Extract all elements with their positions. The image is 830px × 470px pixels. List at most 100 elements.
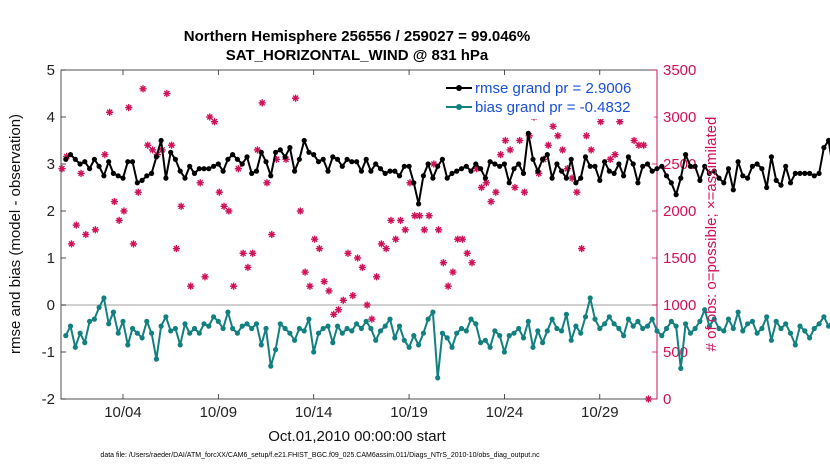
bias-data-point (158, 323, 164, 329)
bias-data-point (334, 323, 341, 329)
rmse-data-point (754, 161, 760, 167)
obs-count-point (129, 240, 138, 248)
obs-count-stroke (254, 146, 261, 153)
obs-count-stroke (440, 259, 447, 266)
obs-count-stroke (578, 245, 585, 252)
bias-data-point (797, 323, 803, 329)
rmse-data-point (582, 154, 589, 160)
obs-count-point (168, 141, 176, 149)
obs-count-stroke (197, 179, 204, 186)
obs-count-stroke (573, 189, 580, 196)
rmse-data-point (430, 175, 436, 181)
obs-count-point (582, 132, 591, 140)
obs-count-point (144, 141, 152, 149)
bias-data-point (301, 328, 307, 334)
bias-data-point (492, 328, 498, 334)
bias-data-point (396, 323, 403, 329)
obs-count-point (106, 108, 114, 116)
bias-data-point (287, 330, 293, 336)
rmse-data-point (478, 166, 484, 172)
rmse-data-point (811, 173, 817, 179)
obs-count-point (382, 245, 390, 253)
obs-count-point (506, 146, 514, 154)
bias-data-point (239, 323, 245, 329)
bias-data-point (635, 318, 641, 324)
obs-count-point (187, 282, 195, 290)
obs-count-stroke (106, 109, 113, 116)
y-right-tick-label: 500 (663, 344, 688, 361)
rmse-data-point (287, 145, 293, 151)
bias-data-point (168, 328, 174, 334)
rmse-data-point (549, 175, 555, 181)
x-tick-label: 10/29 (581, 404, 619, 421)
bias-data-point (211, 314, 217, 320)
rmse-data-point (387, 168, 393, 174)
bias-data-point (72, 344, 78, 350)
obs-count-point (91, 226, 99, 234)
bias-data-point (702, 307, 708, 313)
obs-count-point (501, 136, 509, 145)
rmse-data-point (377, 166, 384, 172)
bias-data-point (730, 325, 736, 332)
bias-data-point (77, 330, 83, 336)
rmse-data-point (611, 170, 617, 176)
bias-data-point (592, 316, 598, 322)
obs-count-stroke (230, 283, 237, 290)
bias-data-point (401, 337, 407, 343)
rmse-data-point (215, 161, 221, 167)
obs-count-point (640, 141, 648, 149)
obs-count-point (520, 188, 529, 196)
bias-data-point (501, 349, 507, 355)
obs-count-stroke (302, 269, 309, 276)
obs-count-stroke (292, 95, 299, 102)
y-axis-label: rmse and bias (model - observation) (7, 114, 24, 354)
bias-data-point (687, 330, 694, 336)
chart-subtitle: SAT_HORIZONTAL_WIND @ 831 hPa (226, 47, 489, 64)
rmse-data-point (201, 166, 207, 172)
bias-data-point (764, 314, 770, 320)
obs-count-point (315, 245, 324, 253)
rmse-data-point (511, 166, 517, 172)
obs-count-stroke (478, 184, 485, 191)
obs-count-point (578, 245, 586, 253)
obs-count-point (373, 273, 381, 281)
rmse-data-point (783, 163, 789, 169)
rmse-data-point (306, 149, 312, 155)
rmse-data-point (354, 159, 360, 165)
obs-count-stroke (445, 283, 452, 290)
rmse-data-point (458, 166, 465, 172)
obs-count-stroke (92, 226, 99, 233)
obs-count-stroke (550, 123, 557, 130)
rmse-data-point (625, 154, 632, 160)
obs-count-stroke (368, 316, 375, 323)
rmse-data-point (182, 175, 188, 181)
obs-count-point (387, 216, 395, 224)
obs-count-stroke (58, 165, 65, 172)
bias-data-point (134, 330, 140, 336)
obs-count-point (249, 249, 257, 257)
bias-data-point (721, 328, 727, 334)
obs-count-point (392, 235, 400, 243)
obs-count-stroke (268, 231, 275, 238)
rmse-data-point (196, 166, 202, 172)
obs-count-point (230, 282, 238, 290)
obs-count-point (606, 155, 614, 163)
bias-data-point (263, 325, 269, 332)
rmse-data-point (487, 159, 493, 165)
bias-data-point (725, 316, 732, 322)
obs-count-stroke (297, 207, 304, 215)
rmse-data-point (554, 161, 560, 167)
rmse-data-point (139, 177, 145, 183)
bias-data-point (597, 325, 603, 332)
rmse-data-point (115, 173, 121, 179)
bias-data-point (373, 337, 379, 343)
bias-data-point (249, 325, 255, 332)
bias-data-point (82, 340, 88, 346)
obs-count-point (58, 165, 66, 173)
obs-count-stroke (430, 160, 437, 168)
rmse-data-point (339, 163, 345, 169)
bias-data-point (802, 328, 808, 334)
obs-count-point (196, 179, 204, 187)
bias-data-point (745, 321, 751, 327)
rmse-data-point (587, 163, 593, 169)
